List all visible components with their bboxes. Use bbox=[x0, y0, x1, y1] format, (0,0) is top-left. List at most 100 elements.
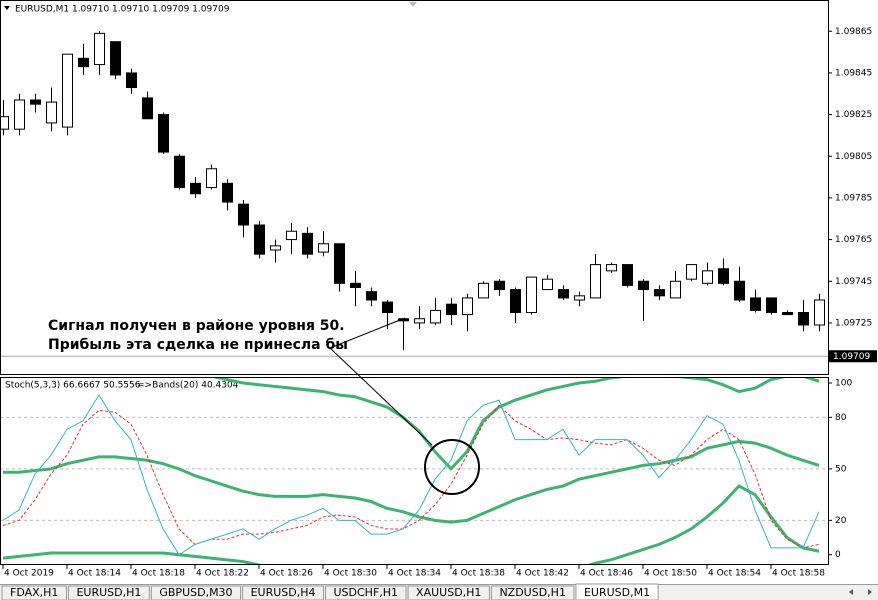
x-tick-label: 4 Oct 18:14 bbox=[68, 569, 121, 579]
candle-body bbox=[558, 289, 569, 299]
tab-bg[interactable] bbox=[575, 583, 659, 600]
indicator-line bbox=[212, 378, 820, 472]
candle-body bbox=[654, 289, 665, 297]
price-header: EURUSD,M1 1.09710 1.09710 1.09709 1.0970… bbox=[15, 5, 230, 15]
candle-body bbox=[30, 99, 41, 105]
y-tick-label: 1.09845 bbox=[835, 68, 872, 78]
tab[interactable]: USDCHF,H1 bbox=[324, 585, 407, 600]
y-tick-label: 1.09865 bbox=[835, 27, 872, 37]
candle-body bbox=[62, 53, 73, 128]
leader-line bbox=[329, 317, 406, 349]
tab-label[interactable]: NZDUSD,H1 bbox=[499, 586, 566, 599]
y-tick-label: 1.09745 bbox=[835, 277, 872, 287]
candle-body bbox=[254, 224, 265, 255]
x-tick-label: 4 Oct 2019 bbox=[4, 569, 54, 579]
candle-body bbox=[606, 264, 617, 272]
tab[interactable]: NZDUSD,H1 bbox=[490, 585, 575, 600]
candle-body bbox=[206, 168, 217, 188]
candle-body bbox=[350, 282, 361, 289]
y-tick-label: 1.09825 bbox=[835, 110, 872, 120]
tab-bg[interactable] bbox=[150, 585, 242, 600]
tab-label[interactable]: EURUSD,M1 bbox=[584, 586, 650, 599]
y-tick-label: 80 bbox=[835, 413, 847, 423]
tab-bg[interactable] bbox=[67, 585, 150, 600]
x-tick-label: 4 Oct 18:58 bbox=[772, 569, 825, 579]
tab-bg[interactable] bbox=[407, 585, 490, 600]
candle-body bbox=[686, 264, 697, 280]
candle-body bbox=[510, 289, 521, 314]
indicator-line bbox=[3, 439, 820, 524]
tab-bg[interactable] bbox=[242, 585, 324, 600]
y-tick-label: 1.09785 bbox=[835, 193, 872, 203]
y-tick-label: 1.09765 bbox=[835, 235, 872, 245]
candle-body bbox=[542, 278, 553, 291]
tab-label[interactable]: GBPUSD,M30 bbox=[159, 586, 232, 599]
candle-body bbox=[462, 297, 473, 316]
price-panel bbox=[0, 0, 829, 375]
candle-body bbox=[110, 41, 121, 76]
candle-body bbox=[766, 297, 777, 313]
tab[interactable]: GBPUSD,M30 bbox=[150, 585, 242, 600]
x-tick-label: 4 Oct 18:50 bbox=[644, 569, 697, 579]
tabs: FDAX,H1 EURUSD,H1 GBPUSD,M30 EURUSD,H4 USDCH… bbox=[1, 583, 659, 600]
tab[interactable]: EURUSD,H4 bbox=[242, 585, 324, 600]
candle-body bbox=[286, 230, 297, 241]
indicator-line bbox=[2, 404, 820, 549]
candle-body bbox=[94, 32, 105, 66]
candle-body bbox=[478, 282, 489, 299]
x-tick-label: 4 Oct 18:46 bbox=[580, 569, 633, 579]
tab[interactable]: XAUUSD,H1 bbox=[407, 585, 490, 600]
y-tick-label: 50 bbox=[835, 464, 847, 474]
x-tick-label: 4 Oct 18:30 bbox=[324, 569, 377, 579]
menu-icon[interactable] bbox=[4, 6, 10, 10]
candle-body bbox=[334, 243, 345, 284]
annotation: Сигнал получен в районе уровня 50. bbox=[48, 318, 345, 334]
candle-body bbox=[174, 155, 185, 188]
tab[interactable]: FDAX,H1 bbox=[1, 585, 67, 600]
bands-header: =>Bands(20) 40.4304 bbox=[137, 381, 239, 391]
indicator-panel bbox=[0, 377, 829, 565]
candle-body bbox=[526, 276, 537, 314]
candle-body bbox=[14, 99, 25, 130]
candle-body bbox=[590, 264, 601, 299]
tab-bg[interactable] bbox=[324, 585, 407, 600]
signal-circle bbox=[424, 439, 480, 495]
tab[interactable]: EURUSD,M1 bbox=[575, 583, 659, 600]
tab-label[interactable]: EURUSD,H1 bbox=[76, 586, 141, 599]
bid-label: 1.09709 bbox=[833, 352, 870, 362]
candle-body bbox=[302, 232, 313, 255]
tab-bg[interactable] bbox=[1, 585, 67, 600]
indicator-line bbox=[2, 394, 820, 556]
candle-body bbox=[734, 280, 745, 301]
y-tick-label: 100 bbox=[835, 379, 852, 389]
candle-body bbox=[238, 203, 249, 226]
y-tick-label: 20 bbox=[835, 516, 847, 526]
stoch-header: Stoch(5,3,3) 66.6667 50.5556 bbox=[5, 381, 141, 391]
candle-body bbox=[622, 264, 633, 286]
stoch-plot bbox=[1, 378, 828, 564]
tab-label[interactable]: EURUSD,H4 bbox=[251, 586, 316, 599]
candle-body bbox=[446, 303, 457, 316]
candle-body bbox=[798, 312, 809, 326]
x-tick-label: 4 Oct 18:34 bbox=[388, 569, 441, 579]
tab-label[interactable]: FDAX,H1 bbox=[10, 586, 58, 599]
tab-label[interactable]: XAUUSD,H1 bbox=[416, 586, 481, 599]
candle-body bbox=[78, 57, 89, 68]
tab[interactable]: EURUSD,H1 bbox=[67, 585, 150, 600]
candle-body bbox=[718, 268, 729, 284]
tab-label[interactable]: USDCHF,H1 bbox=[333, 586, 398, 599]
indicator-line bbox=[2, 484, 820, 564]
candle-body bbox=[190, 182, 201, 195]
y-tick-label: 0 bbox=[835, 550, 841, 560]
candle-body bbox=[638, 280, 649, 291]
candle-body bbox=[750, 297, 761, 311]
candle-body bbox=[670, 280, 681, 299]
x-tick-label: 4 Oct 18:26 bbox=[260, 569, 313, 579]
bid-label-bg bbox=[829, 350, 877, 363]
candle-body bbox=[158, 114, 169, 153]
axes: 1.09865 1.09845 1.09825 1.09805 1.09785 1.097… bbox=[2, 27, 877, 579]
tab-bg[interactable] bbox=[490, 585, 575, 600]
x-tick-label: 4 Oct 18:42 bbox=[516, 569, 569, 579]
x-tick-label: 4 Oct 18:22 bbox=[196, 569, 249, 579]
leader-line bbox=[329, 347, 433, 446]
